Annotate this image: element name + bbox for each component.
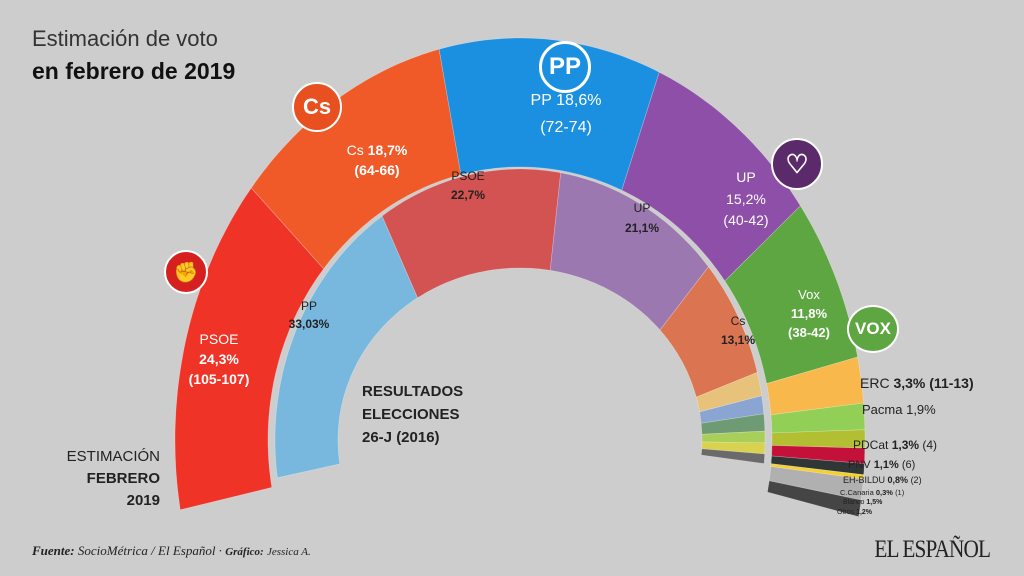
label-pp-outer-seats: (72-74) (540, 119, 592, 136)
label-pp-outer: PP 18,6% (530, 92, 602, 109)
label-psoe-inner-pct: 22,7% (450, 188, 486, 202)
label-c-canaria: C.Canaria 0,3% (1) (840, 488, 905, 497)
chart-subtitle: en febrero de 2019 (32, 58, 236, 84)
label-vox-outer: Vox (798, 287, 820, 302)
label-otros: Otros 1,2% (837, 509, 873, 516)
label-psoe-outer-pct: 24,3% (199, 351, 239, 367)
outer-segment-otros (767, 480, 862, 518)
label-psoe-inner: PSOE (451, 169, 485, 183)
label-up-outer-seats: (40-42) (723, 212, 769, 228)
label-up-outer: UP (736, 169, 756, 185)
label-cs-inner-pct: 13,1% (720, 333, 756, 347)
label-eh-bildu: EH-BILDU 0,8% (2) (843, 475, 922, 485)
estimation-label-2: FEBRERO (86, 470, 160, 487)
pp-logo-icon: PP (539, 41, 591, 93)
label-vox-outer-seats: (38-42) (788, 325, 830, 340)
estimation-label-1: ESTIMACIÓN (66, 448, 160, 465)
chart-title: Estimación de voto (32, 26, 218, 51)
label-cs-inner: Cs (730, 314, 746, 328)
label-pacma: Pacma 1,9% (862, 402, 936, 417)
label-up-inner-pct: 21,1% (624, 221, 660, 235)
results-label-2: ELECCIONES (362, 406, 460, 423)
label-erc: ERC 3,3% (11-13) (860, 375, 974, 391)
label-pnv: PNV 1,1% (6) (848, 459, 916, 471)
results-label-3: 26-J (2016) (362, 429, 440, 446)
el-espanol-logo: EL ESPAÑOL (874, 536, 991, 563)
footer-source: Fuente: SocioMétrica / El Español · Gráf… (32, 543, 311, 558)
label-blanco: Blanco 1,5% (843, 499, 883, 506)
up-heart-logo-icon: ♡ (771, 138, 823, 190)
estimation-label-3: 2019 (126, 492, 160, 509)
label-psoe-outer: PSOE (199, 331, 239, 347)
results-label-1: RESULTADOS (362, 383, 464, 400)
psoe-logo-icon: ✊ (164, 250, 208, 294)
label-pdcat: PDCat 1,3% (4) (853, 438, 938, 452)
label-psoe-outer-seats: (105-107) (188, 371, 250, 387)
outer-segment-pdcat (771, 429, 866, 449)
label-cs-outer: Cs 18,7% (346, 142, 408, 158)
inner-segment-other-9 (700, 448, 766, 464)
vox-logo-icon: VOX (847, 305, 899, 353)
label-up-inner: UP (633, 201, 651, 215)
label-vox-outer-pct: 11,8% (790, 306, 828, 321)
label-pp-inner-pct: 33,03% (288, 317, 330, 331)
cs-logo-icon: Cs (292, 82, 342, 132)
label-pp-inner: PP (300, 299, 318, 313)
label-up-outer-pct: 15,2% (726, 191, 766, 207)
label-cs-outer-seats: (64-66) (354, 162, 400, 178)
